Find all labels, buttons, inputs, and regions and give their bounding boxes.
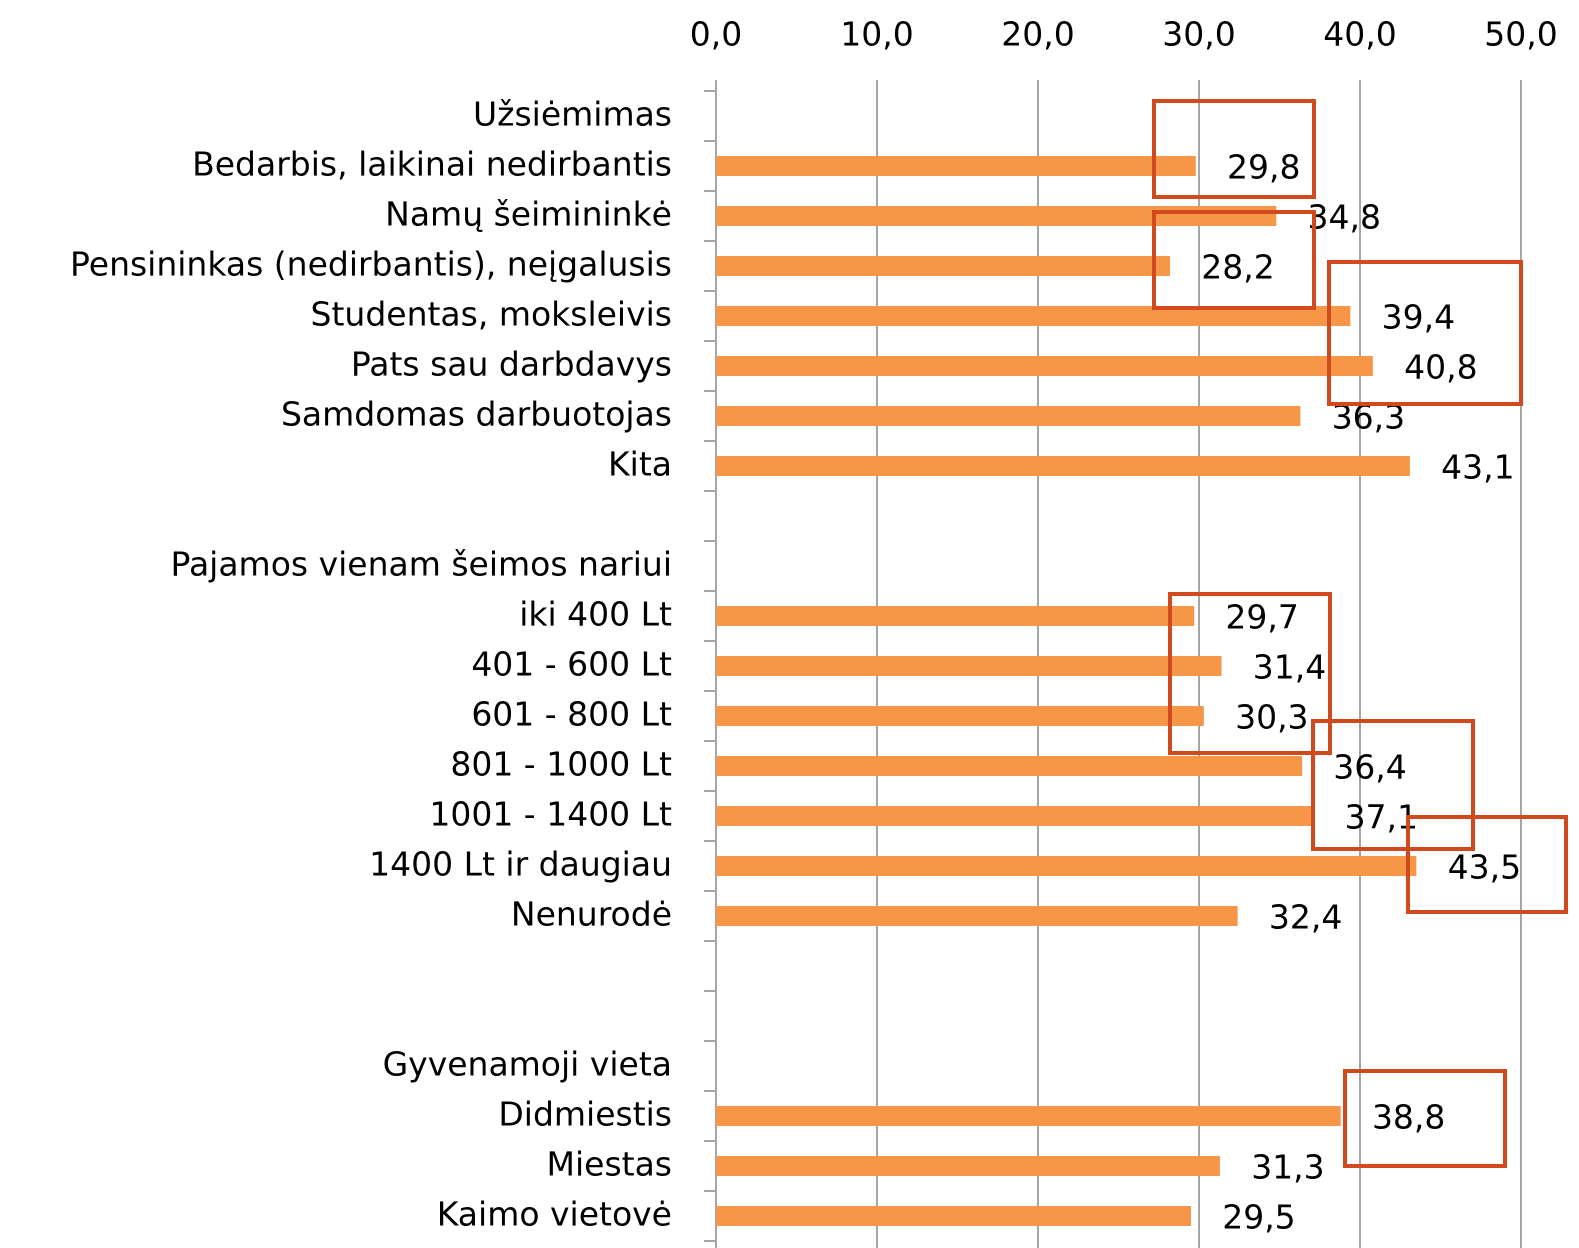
value-label: 31,3: [1251, 1148, 1324, 1187]
value-label: 32,4: [1269, 898, 1342, 937]
y-tick-label: Kita: [608, 445, 672, 484]
bar: [716, 1106, 1341, 1126]
bar: [716, 906, 1238, 926]
y-tick-label: Pensininkas (nedirbantis), neįgalusis: [70, 245, 672, 284]
y-tick-label: 801 - 1000 Lt: [450, 745, 672, 784]
y-tick-label: Nenurodė: [511, 895, 672, 934]
y-tick-label: Namų šeimininkė: [385, 195, 672, 234]
y-tick-label: 401 - 600 Lt: [471, 645, 672, 684]
bar: [716, 456, 1410, 476]
x-tick-label: 10,0: [840, 15, 913, 54]
y-tick-label: Studentas, moksleivis: [311, 295, 672, 334]
value-label: 31,4: [1253, 648, 1326, 687]
bar: [716, 656, 1222, 676]
value-label: 40,8: [1404, 348, 1477, 387]
y-tick-label: 1001 - 1400 Lt: [429, 795, 672, 834]
bar: [716, 856, 1417, 876]
y-tick-label: 601 - 800 Lt: [471, 695, 672, 734]
bar: [716, 356, 1373, 376]
highlight-box: [1152, 99, 1316, 199]
value-label: 39,4: [1382, 298, 1455, 337]
value-label: 29,7: [1225, 598, 1298, 637]
y-tick-label: Miestas: [547, 1145, 673, 1184]
value-label: 37,1: [1345, 798, 1418, 837]
highlight-box: [1406, 815, 1568, 914]
value-label: 43,1: [1441, 448, 1514, 487]
x-tick-label: 20,0: [1001, 15, 1074, 54]
bar: [716, 1156, 1220, 1176]
bar: [716, 706, 1204, 726]
bar: [716, 406, 1301, 426]
value-label: 29,8: [1227, 148, 1300, 187]
bar: [716, 806, 1314, 826]
bar: [716, 756, 1303, 776]
highlight-box: [1152, 210, 1316, 310]
highlight-box: [1327, 260, 1523, 406]
highlight-box: [1168, 592, 1332, 755]
value-label: 34,8: [1308, 198, 1381, 237]
y-tick-label: Pats sau darbdavys: [351, 345, 672, 384]
y-tick-label: Didmiestis: [498, 1095, 672, 1134]
bar: [716, 206, 1277, 226]
bar: [716, 306, 1351, 326]
value-label: 30,3: [1235, 698, 1308, 737]
bar: [716, 156, 1196, 176]
highlight-box: [1343, 1069, 1507, 1168]
bar: [716, 1206, 1191, 1226]
value-label: 38,8: [1372, 1098, 1445, 1137]
y-tick-label: 1400 Lt ir daugiau: [369, 845, 672, 884]
y-tick-label: iki 400 Lt: [519, 595, 672, 634]
y-tick-label: Kaimo vietovė: [437, 1195, 672, 1234]
x-tick-label: 40,0: [1323, 15, 1396, 54]
x-tick-label: 0,0: [690, 15, 742, 54]
y-tick-label: Užsiėmimas: [473, 95, 672, 134]
value-label: 36,4: [1333, 748, 1406, 787]
value-label: 28,2: [1201, 248, 1274, 287]
y-tick-label: Bedarbis, laikinai nedirbantis: [192, 145, 672, 184]
y-tick-label: Gyvenamoji vieta: [383, 1045, 672, 1084]
y-tick-label: Samdomas darbuotojas: [281, 395, 672, 434]
x-tick-label: 30,0: [1162, 15, 1235, 54]
bar: [716, 256, 1171, 276]
y-tick-label: Pajamos vienam šeimos nariui: [171, 545, 672, 584]
value-label: 43,5: [1448, 848, 1521, 887]
highlight-box: [1311, 719, 1475, 851]
bar: [716, 606, 1195, 626]
value-label: 29,5: [1222, 1198, 1295, 1237]
x-tick-label: 50,0: [1484, 15, 1557, 54]
